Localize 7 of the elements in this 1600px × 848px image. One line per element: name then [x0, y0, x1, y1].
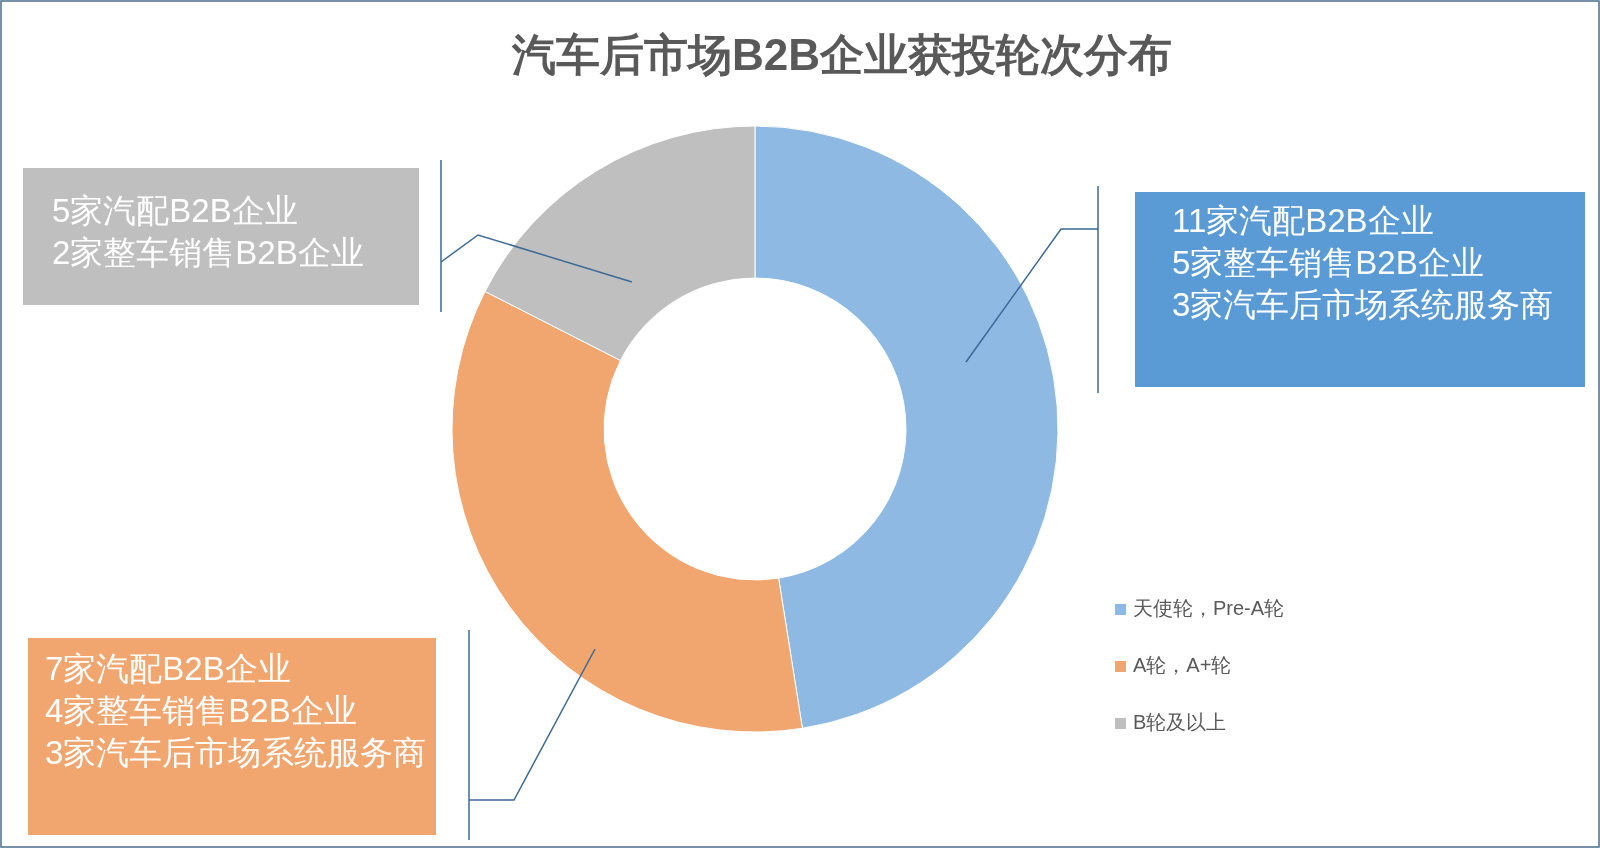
- legend-label: 天使轮，Pre-A轮: [1133, 597, 1285, 619]
- legend-label: A轮，A+轮: [1133, 654, 1232, 676]
- text: 7家汽配B2B企业 4家整车销售B2B企业 3家汽车后市场系统服务商: [45, 650, 427, 771]
- text: 11家汽配B2B企业 5家整车销售B2B企业 3家汽车后市场系统服务商: [1172, 202, 1554, 323]
- legend-label: B轮及以上: [1133, 711, 1227, 733]
- chart-title: 汽车后市场B2B企业获投轮次分布: [510, 30, 1173, 79]
- text: 5家汽配B2B企业 2家整车销售B2B企业: [52, 192, 364, 271]
